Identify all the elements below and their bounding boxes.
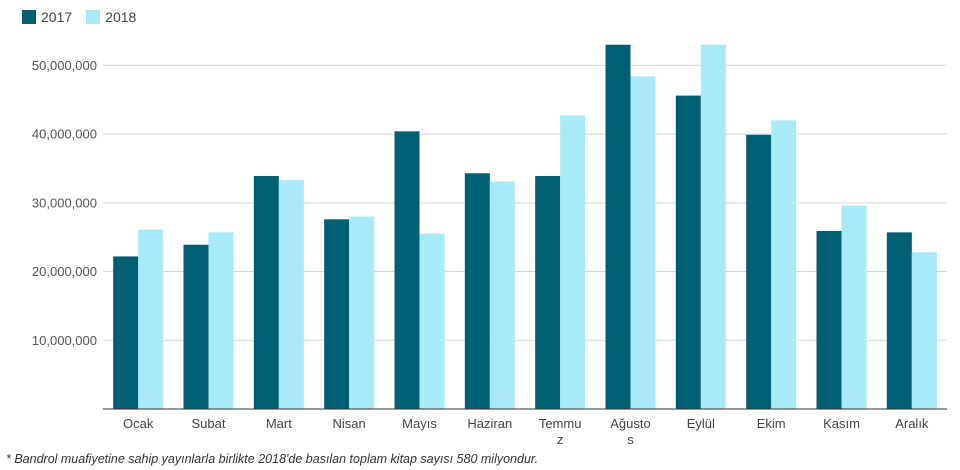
- x-tick-label: Kasım: [823, 416, 860, 431]
- x-tick-label: Nisan: [333, 416, 366, 431]
- bar-2018: [841, 205, 867, 409]
- bar-2017: [816, 230, 842, 409]
- legend: 2017 2018: [22, 9, 150, 25]
- bar-2018: [911, 252, 937, 409]
- legend-label-2018: 2018: [105, 9, 137, 25]
- x-tick-label: Eylül: [687, 416, 715, 431]
- bar-2017: [394, 131, 420, 410]
- y-tick-label: 30,000,000: [32, 195, 97, 210]
- bar-2018: [489, 181, 515, 409]
- bar-2018: [278, 180, 304, 409]
- legend-label-2017: 2017: [41, 9, 73, 25]
- bar-2018: [138, 229, 164, 409]
- y-tick-label: 50,000,000: [32, 58, 97, 73]
- legend-swatch-2017: [22, 10, 36, 24]
- bar-2018: [419, 233, 445, 409]
- bar-2017: [183, 244, 209, 409]
- bar-2017: [324, 219, 350, 409]
- bar-chart: 10,000,000 20,000,000 30,000,000 40,000,000…: [32, 44, 947, 447]
- footnote: * Bandrol muafiyetine sahip yayınlarla b…: [6, 452, 539, 466]
- bar-2018: [630, 76, 656, 410]
- x-tick-label: Subat: [192, 416, 226, 431]
- bar-2017: [535, 176, 561, 409]
- legend-item-2018: 2018: [86, 9, 136, 25]
- bar-2017: [886, 232, 912, 409]
- x-tick-label: Ocak: [123, 416, 154, 431]
- bar-2018: [349, 216, 375, 409]
- bar-2017: [746, 134, 772, 409]
- bar-2018: [560, 115, 586, 409]
- bar-2017: [605, 44, 631, 409]
- y-tick-label: 20,000,000: [32, 264, 97, 279]
- bar-2018: [771, 120, 797, 409]
- x-tick-label: Ekim: [757, 416, 786, 431]
- bar-2017: [113, 256, 139, 409]
- y-tick-label: 40,000,000: [32, 127, 97, 142]
- x-tick-label: Aralık: [895, 416, 929, 431]
- x-tick-label: Mayıs: [402, 416, 437, 431]
- bar-2017: [253, 176, 279, 409]
- bar-2018: [208, 232, 234, 409]
- x-tick-label: Temmu z: [539, 416, 582, 447]
- x-tick-label: Mart: [266, 416, 292, 431]
- x-tick-label: Haziran: [467, 416, 512, 431]
- legend-swatch-2018: [86, 10, 101, 24]
- legend-item-2017: 2017: [22, 9, 72, 25]
- bar-2017: [675, 95, 701, 409]
- y-tick-label: 10,000,000: [32, 333, 97, 348]
- bar-2018: [700, 44, 726, 409]
- x-tick-label: Ağusto s: [610, 416, 650, 447]
- bar-2017: [464, 173, 490, 409]
